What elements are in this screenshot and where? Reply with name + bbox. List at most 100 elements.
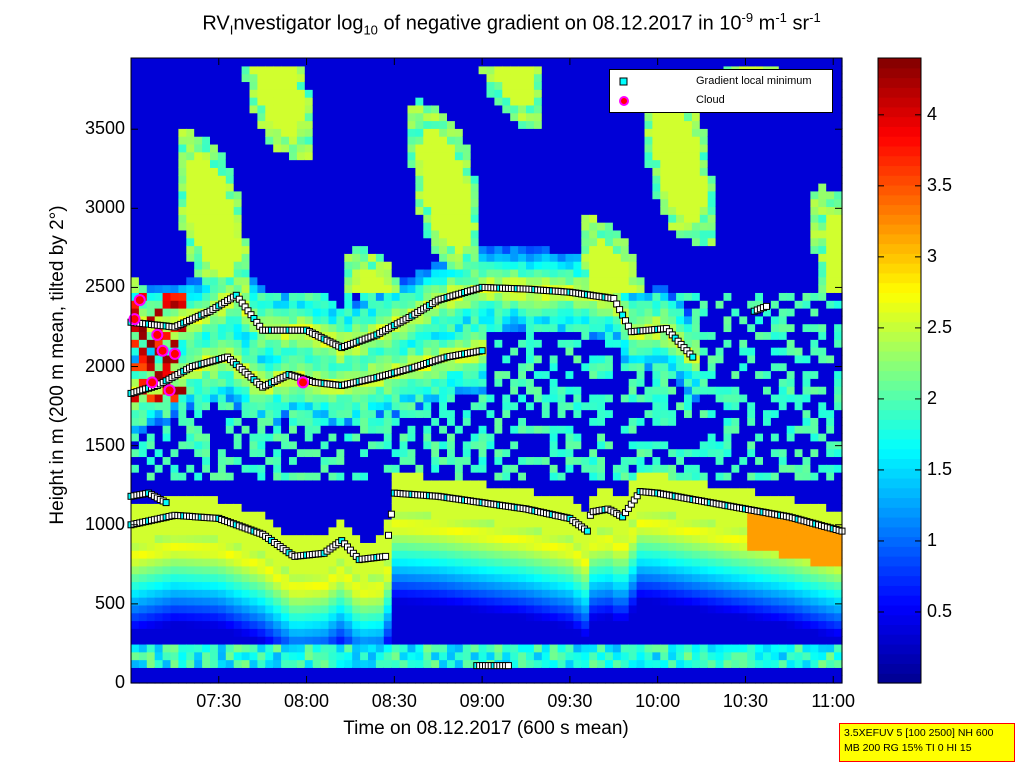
heatmap-cell <box>589 643 598 653</box>
heatmap-cell <box>154 136 164 145</box>
heatmap-cell <box>217 370 227 379</box>
heatmap-cell <box>486 448 495 458</box>
heatmap-cell <box>589 97 598 106</box>
heatmap-cell <box>478 128 488 137</box>
heatmap-cell <box>526 89 535 98</box>
heatmap-cell <box>289 276 298 286</box>
heatmap-cell <box>502 495 511 504</box>
heatmap-cell <box>518 112 527 122</box>
heatmap-cell <box>336 370 345 379</box>
heatmap-cell <box>202 518 211 528</box>
heatmap-cell <box>154 339 164 348</box>
heatmap-cell <box>589 245 598 254</box>
heatmap-cell <box>486 58 495 67</box>
heatmap-cell <box>510 589 519 598</box>
heatmap-cell <box>352 589 361 598</box>
heatmap-cell <box>210 65 219 75</box>
heatmap-cell <box>257 651 266 661</box>
heatmap-cell <box>178 331 187 340</box>
heatmap-cell <box>470 120 480 129</box>
heatmap-cell <box>249 73 258 83</box>
heatmap-cell <box>383 464 393 473</box>
heatmap-cell <box>454 198 464 208</box>
heatmap-cell <box>296 425 306 434</box>
heatmap-cell <box>257 401 266 411</box>
heatmap-cell <box>439 97 448 106</box>
heatmap-cell <box>320 300 330 309</box>
heatmap-cell <box>439 503 448 512</box>
heatmap-cell <box>502 628 511 637</box>
heatmap-cell <box>423 667 432 676</box>
heatmap-cell <box>289 409 298 418</box>
heatmap-cell <box>210 315 219 325</box>
heatmap-cell <box>296 89 306 98</box>
heatmap-cell <box>210 81 219 90</box>
heatmap-cell <box>154 667 164 676</box>
heatmap-cell <box>557 456 567 465</box>
heatmap-cell <box>249 558 258 567</box>
heatmap-cell <box>478 526 488 536</box>
heatmap-cell <box>233 370 243 379</box>
heatmap-cell <box>518 636 527 645</box>
heatmap-cell <box>526 425 535 434</box>
heatmap-cell <box>265 472 274 481</box>
heatmap-cell <box>241 237 251 247</box>
heatmap-cell <box>368 128 377 137</box>
heatmap-cell <box>557 534 567 543</box>
heatmap-cell <box>146 581 156 590</box>
heatmap-cell <box>360 550 369 559</box>
heatmap-cell <box>312 667 322 676</box>
heatmap-cell <box>510 550 519 559</box>
heatmap-cell <box>304 487 314 497</box>
heatmap-cell <box>273 550 282 559</box>
heatmap-cell <box>304 448 314 458</box>
heatmap-cell <box>217 386 227 395</box>
heatmap-cell <box>494 112 503 122</box>
heatmap-cell <box>265 558 274 567</box>
heatmap-cell <box>178 222 187 231</box>
heatmap-cell <box>217 401 227 411</box>
heatmap-cell <box>312 339 322 348</box>
heatmap-cell <box>210 175 219 184</box>
heatmap-cell <box>217 292 227 301</box>
heatmap-cell <box>502 268 511 278</box>
heatmap-cell <box>131 526 140 536</box>
heatmap-cell <box>352 472 361 481</box>
heatmap-cell <box>233 409 243 418</box>
heatmap-cell <box>257 573 266 583</box>
heatmap-cell <box>502 401 511 411</box>
heatmap-cell <box>431 167 440 176</box>
heatmap-cell <box>304 81 314 90</box>
heatmap-cell <box>494 636 503 645</box>
heatmap-cell <box>526 292 535 301</box>
heatmap-cell <box>265 308 274 317</box>
heatmap-cell <box>526 604 535 614</box>
heatmap-cell <box>131 245 140 254</box>
heatmap-cell <box>304 229 314 239</box>
heatmap-cell <box>162 175 172 184</box>
heatmap-cell <box>225 237 235 247</box>
heatmap-cell <box>368 378 377 387</box>
heatmap-cell <box>281 354 290 364</box>
heatmap-cell <box>225 503 235 512</box>
heatmap-cell <box>154 276 164 286</box>
heatmap-cell <box>597 276 606 286</box>
heatmap-cell <box>320 518 330 528</box>
heatmap-cell <box>344 206 353 215</box>
chart-title: RVInvestigator log10 of negative gradien… <box>202 10 821 38</box>
heatmap-cell <box>541 417 551 426</box>
heatmap-cell <box>557 550 567 559</box>
heatmap-cell <box>225 628 235 637</box>
heatmap-cell <box>565 612 574 622</box>
heatmap-cell <box>257 73 266 83</box>
heatmap-cell <box>605 550 614 559</box>
heatmap-cell <box>281 440 290 450</box>
heatmap-cell <box>320 73 330 83</box>
heatmap-cell <box>217 97 227 106</box>
heatmap-cell <box>336 589 345 598</box>
heatmap-cell <box>557 214 567 223</box>
heatmap-cell <box>423 573 432 583</box>
heatmap-cell <box>589 190 598 200</box>
heatmap-cell <box>605 354 614 364</box>
heatmap-cell <box>162 433 172 442</box>
